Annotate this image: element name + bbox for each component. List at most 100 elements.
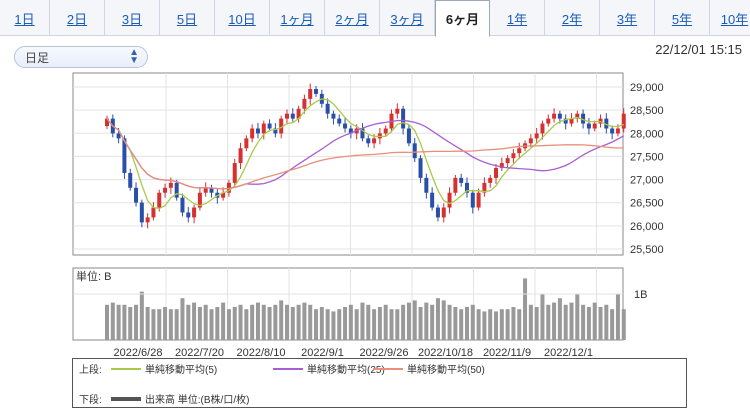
candle-interval-select[interactable]: 日足 ▲ ▼ — [14, 46, 148, 68]
candle-body — [441, 207, 446, 218]
candle-body — [511, 153, 516, 159]
candle-body — [337, 118, 342, 124]
tab-6[interactable]: 2ヶ月 — [325, 0, 380, 36]
candle-body — [209, 187, 214, 193]
tab-8[interactable]: 6ヶ月 — [435, 0, 490, 37]
volume-bar — [331, 311, 336, 340]
candle-body — [563, 118, 568, 124]
legend-ma50-label: 単純移動平均(50) — [407, 365, 485, 376]
candle-body — [581, 113, 586, 124]
candle-body — [186, 212, 191, 218]
volume-bar — [505, 309, 510, 340]
tab-4[interactable]: 10日 — [215, 0, 270, 36]
candle-body — [488, 177, 493, 183]
candle-body — [250, 128, 255, 139]
volume-bar — [604, 304, 609, 340]
candle-body — [470, 192, 475, 208]
volume-bar — [134, 304, 139, 340]
candle-body — [163, 187, 168, 193]
volume-bar — [592, 302, 597, 340]
tab-13[interactable]: 10年 — [710, 0, 750, 36]
y-tick-label: 27,000 — [630, 175, 664, 187]
candle-body — [395, 108, 400, 114]
tab-2[interactable]: 3日 — [105, 0, 160, 36]
volume-bar — [360, 302, 365, 340]
candle-body — [116, 133, 121, 139]
volume-bar — [372, 309, 377, 340]
volume-bar — [250, 304, 255, 340]
candle-body — [372, 138, 377, 144]
candle-body — [273, 128, 278, 134]
tab-12[interactable]: 5年 — [655, 0, 710, 36]
candle-body — [412, 143, 417, 159]
candle-body — [464, 182, 469, 193]
volume-bar — [441, 300, 446, 340]
candle-body — [534, 133, 539, 139]
legend-ma25-swatch — [273, 367, 303, 370]
candle-body — [232, 163, 237, 183]
volume-bar — [226, 309, 231, 340]
volume-bar — [203, 304, 208, 340]
volume-bar — [337, 309, 342, 340]
tab-11[interactable]: 3年 — [600, 0, 655, 36]
select-chevron-icon: ▲ ▼ — [129, 47, 139, 66]
volume-bar — [488, 309, 493, 340]
candle-body — [360, 128, 365, 139]
volume-bar — [540, 293, 545, 340]
x-tick-label: 2022/8/10 — [237, 347, 286, 359]
candle-body — [517, 148, 522, 154]
volume-bar — [389, 309, 394, 340]
candle-body — [238, 148, 243, 164]
legend-volume-label: 出来高 単位:(B株/口/枚) — [145, 395, 250, 406]
candle-body — [621, 113, 626, 129]
x-tick-label: 2022/9/1 — [301, 347, 344, 359]
volume-bar — [430, 304, 435, 340]
volume-bar — [110, 302, 115, 340]
volume-bar — [215, 307, 220, 340]
tab-5[interactable]: 1ヶ月 — [270, 0, 325, 36]
volume-bar — [116, 304, 121, 340]
volume-bar — [325, 309, 330, 340]
volume-bar — [401, 304, 406, 340]
candle-body — [406, 128, 411, 144]
x-tick-label: 2022/9/26 — [360, 347, 409, 359]
volume-bar — [122, 304, 127, 340]
volume-bar — [366, 304, 371, 340]
volume-bar — [192, 302, 197, 340]
candle-body — [128, 172, 133, 188]
candle-body — [476, 192, 481, 208]
volume-bar — [470, 304, 475, 340]
volume-bar — [464, 307, 469, 340]
candle-body — [226, 182, 231, 193]
volume-bar — [163, 307, 168, 340]
candle-body — [604, 118, 609, 129]
volume-bar — [517, 309, 522, 340]
volume-bar — [180, 298, 185, 340]
tab-9[interactable]: 1年 — [490, 0, 545, 36]
tab-0[interactable]: 1日 — [0, 0, 50, 36]
price-panel — [72, 72, 624, 256]
tab-1[interactable]: 2日 — [50, 0, 105, 36]
candle-body — [122, 138, 127, 173]
legend-upper-label: 上段: — [79, 364, 102, 376]
legend-ma5-label: 単純移動平均(5) — [145, 365, 218, 376]
candle-body — [180, 197, 185, 213]
volume-bar — [157, 309, 162, 340]
tab-7[interactable]: 3ヶ月 — [380, 0, 435, 36]
candle-body — [435, 207, 440, 218]
candle-body — [499, 163, 504, 169]
candle-body — [424, 177, 429, 193]
candle-body — [586, 123, 591, 129]
candle-body — [459, 177, 464, 183]
legend-ma50-swatch — [373, 367, 403, 370]
volume-bar — [615, 293, 620, 340]
ma50-line — [106, 118, 624, 190]
candle-body — [151, 207, 156, 218]
candle-body — [255, 128, 260, 134]
volume-bar — [528, 304, 533, 340]
tab-3[interactable]: 5日 — [160, 0, 215, 36]
candle-body — [139, 202, 144, 223]
candle-body — [546, 118, 551, 124]
volume-bar — [151, 309, 156, 340]
tab-10[interactable]: 2年 — [545, 0, 600, 36]
